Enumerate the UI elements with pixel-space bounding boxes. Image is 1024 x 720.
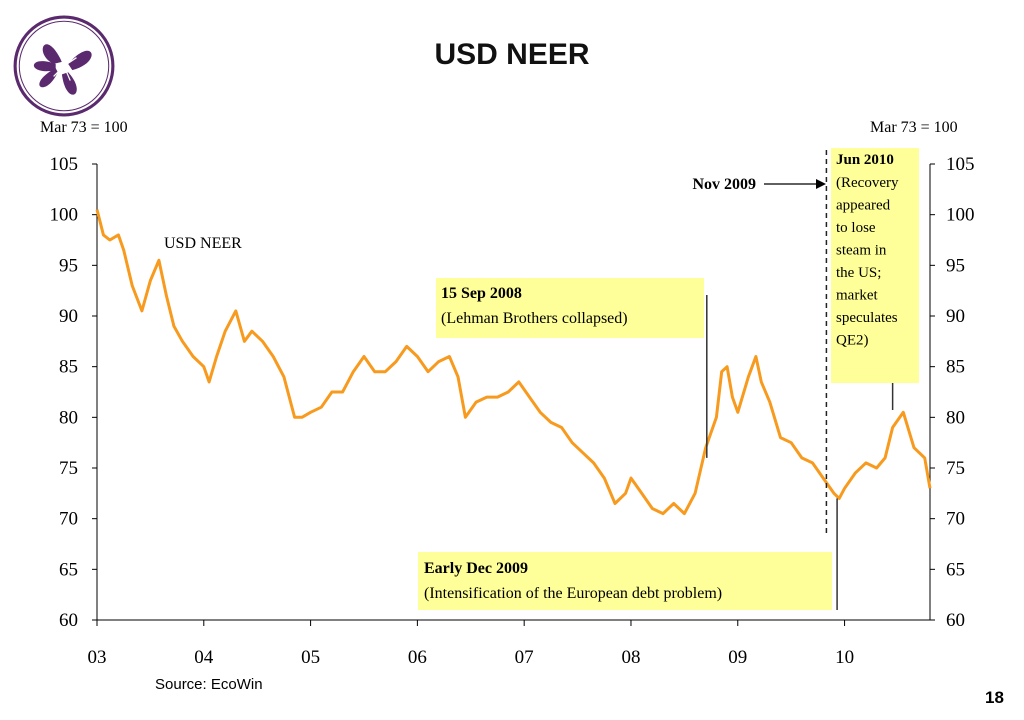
x-tick-label: 10 [835, 647, 854, 668]
y-tick-label-left: 90 [59, 306, 78, 327]
euro-debt-callout-date: Early Dec 2009 [424, 560, 528, 577]
jun-2010-callout-text-line: market [836, 288, 878, 304]
y-tick-label-left: 95 [59, 255, 78, 276]
nov-2009-arrow-head [816, 179, 826, 189]
x-tick-label: 06 [408, 647, 427, 668]
y-tick-label-right: 85 [946, 357, 965, 378]
y-tick-label-left: 100 [50, 205, 79, 226]
x-tick-label: 04 [194, 647, 214, 668]
y-tick-label-left: 105 [50, 154, 79, 175]
jun-2010-callout-box [831, 148, 919, 383]
y-tick-label-left: 80 [59, 407, 78, 428]
y-tick-label-right: 70 [946, 509, 965, 530]
jun-2010-callout-text-line: speculates [836, 310, 898, 326]
source-note: Source: EcoWin [155, 676, 263, 693]
y-tick-label-right: 95 [946, 255, 965, 276]
usd-neer-series-line [95, 209, 932, 516]
y-tick-label-left: 70 [59, 509, 78, 530]
slide-title: USD NEER [434, 38, 590, 71]
y-tick-label-right: 90 [946, 306, 965, 327]
nov-2009-label: Nov 2009 [692, 176, 756, 193]
lehman-callout-box [436, 278, 704, 338]
lehman-callout-date: 15 Sep 2008 [441, 285, 522, 302]
y-tick-label-left: 85 [59, 357, 78, 378]
jun-2010-callout-text-line: the US; [836, 265, 881, 281]
euro-debt-callout-text: (Intensification of the European debt pr… [424, 585, 722, 602]
x-tick-label: 03 [88, 647, 107, 668]
jun-2010-callout-text-line: (Recovery [836, 175, 899, 191]
x-tick-label: 08 [621, 647, 640, 668]
lehman-callout-text: (Lehman Brothers collapsed) [441, 310, 628, 327]
page-number: 18 [985, 688, 1004, 707]
y-tick-label-right: 75 [946, 458, 965, 479]
y-tick-label-left: 65 [59, 559, 78, 580]
y-tick-label-left: 75 [59, 458, 78, 479]
y-tick-label-right: 60 [946, 610, 965, 631]
jun-2010-callout-text-line: appeared [836, 198, 891, 214]
euro-debt-callout-box [418, 552, 832, 610]
x-tick-label: 07 [515, 647, 534, 668]
bauhinia-flower-logo-icon [13, 15, 115, 117]
left-axis-base-label: Mar 73 = 100 [40, 119, 128, 136]
jun-2010-callout-text-line: steam in [836, 243, 887, 259]
x-tick-label: 05 [301, 647, 320, 668]
y-tick-label-left: 60 [59, 610, 78, 631]
y-tick-label-right: 100 [946, 205, 975, 226]
jun-2010-callout-text-line: to lose [836, 220, 876, 236]
right-axis-base-label: Mar 73 = 100 [870, 119, 958, 136]
x-tick-label: 09 [728, 647, 747, 668]
jun-2010-callout-text-line: QE2) [836, 333, 869, 349]
y-tick-label-right: 65 [946, 559, 965, 580]
y-tick-label-right: 105 [946, 154, 975, 175]
y-tick-label-right: 80 [946, 407, 965, 428]
jun-2010-callout-date: Jun 2010 [836, 152, 894, 168]
series-label: USD NEER [164, 235, 242, 252]
